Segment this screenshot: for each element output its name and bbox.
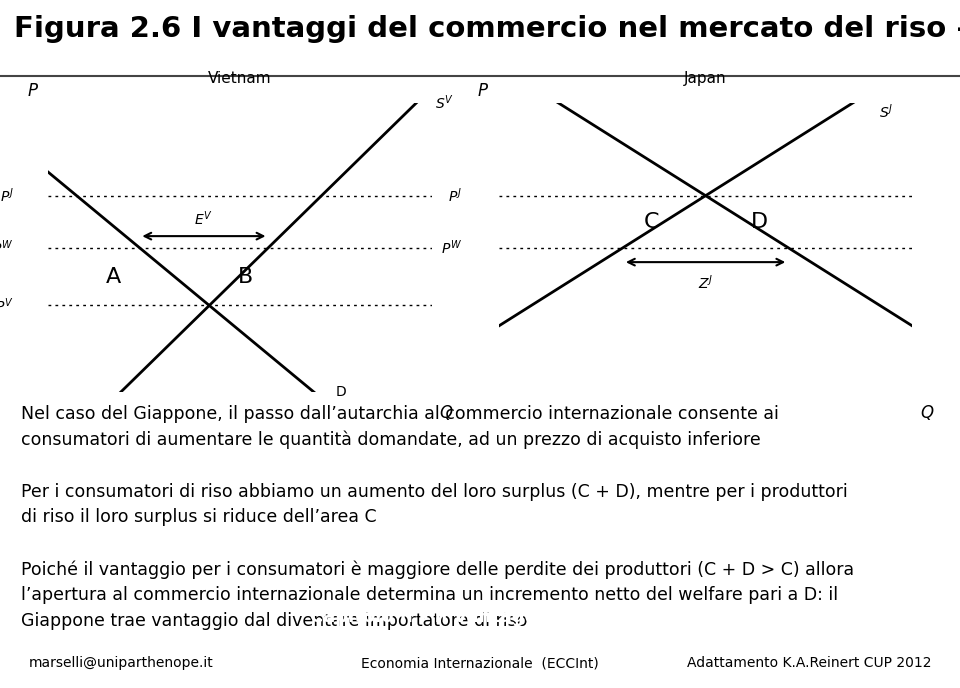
Text: Nel caso del Giappone, il passo dall’autarchia al commercio internazionale conse: Nel caso del Giappone, il passo dall’aut… (21, 405, 854, 630)
Text: B: B (238, 266, 252, 287)
Text: P: P (478, 83, 488, 100)
Text: $Z^J$: $Z^J$ (698, 273, 713, 292)
Text: D: D (751, 212, 768, 232)
Text: Capitolo II – Il Vantaggio Assoluto: Capitolo II – Il Vantaggio Assoluto (310, 608, 650, 627)
Text: Q: Q (440, 404, 453, 422)
Text: Adattamento K.A.Reinert CUP 2012: Adattamento K.A.Reinert CUP 2012 (686, 656, 931, 670)
Text: $P^W$: $P^W$ (0, 238, 13, 257)
Text: marselli@uniparthenope.it: marselli@uniparthenope.it (29, 656, 213, 670)
Text: C: C (644, 212, 660, 232)
Text: $S^V$: $S^V$ (435, 94, 454, 113)
Text: $S^J$: $S^J$ (879, 103, 894, 121)
Text: Japan: Japan (684, 71, 727, 86)
Text: $P^J$: $P^J$ (0, 186, 13, 205)
Text: Figura 2.6 I vantaggi del commercio nel mercato del riso - 2: Figura 2.6 I vantaggi del commercio nel … (14, 15, 960, 43)
Text: $P^W$: $P^W$ (441, 238, 462, 257)
Text: Q: Q (921, 404, 933, 422)
Text: $E^V$: $E^V$ (195, 209, 213, 228)
Text: P: P (28, 83, 37, 100)
Text: D: D (335, 385, 346, 399)
Text: $P^J$: $P^J$ (448, 186, 462, 205)
Text: Vietnam: Vietnam (208, 71, 272, 86)
Text: Economia Internazionale  (ECCInt): Economia Internazionale (ECCInt) (361, 656, 599, 670)
Text: A: A (106, 266, 121, 287)
Text: $P^V$: $P^V$ (0, 296, 13, 315)
